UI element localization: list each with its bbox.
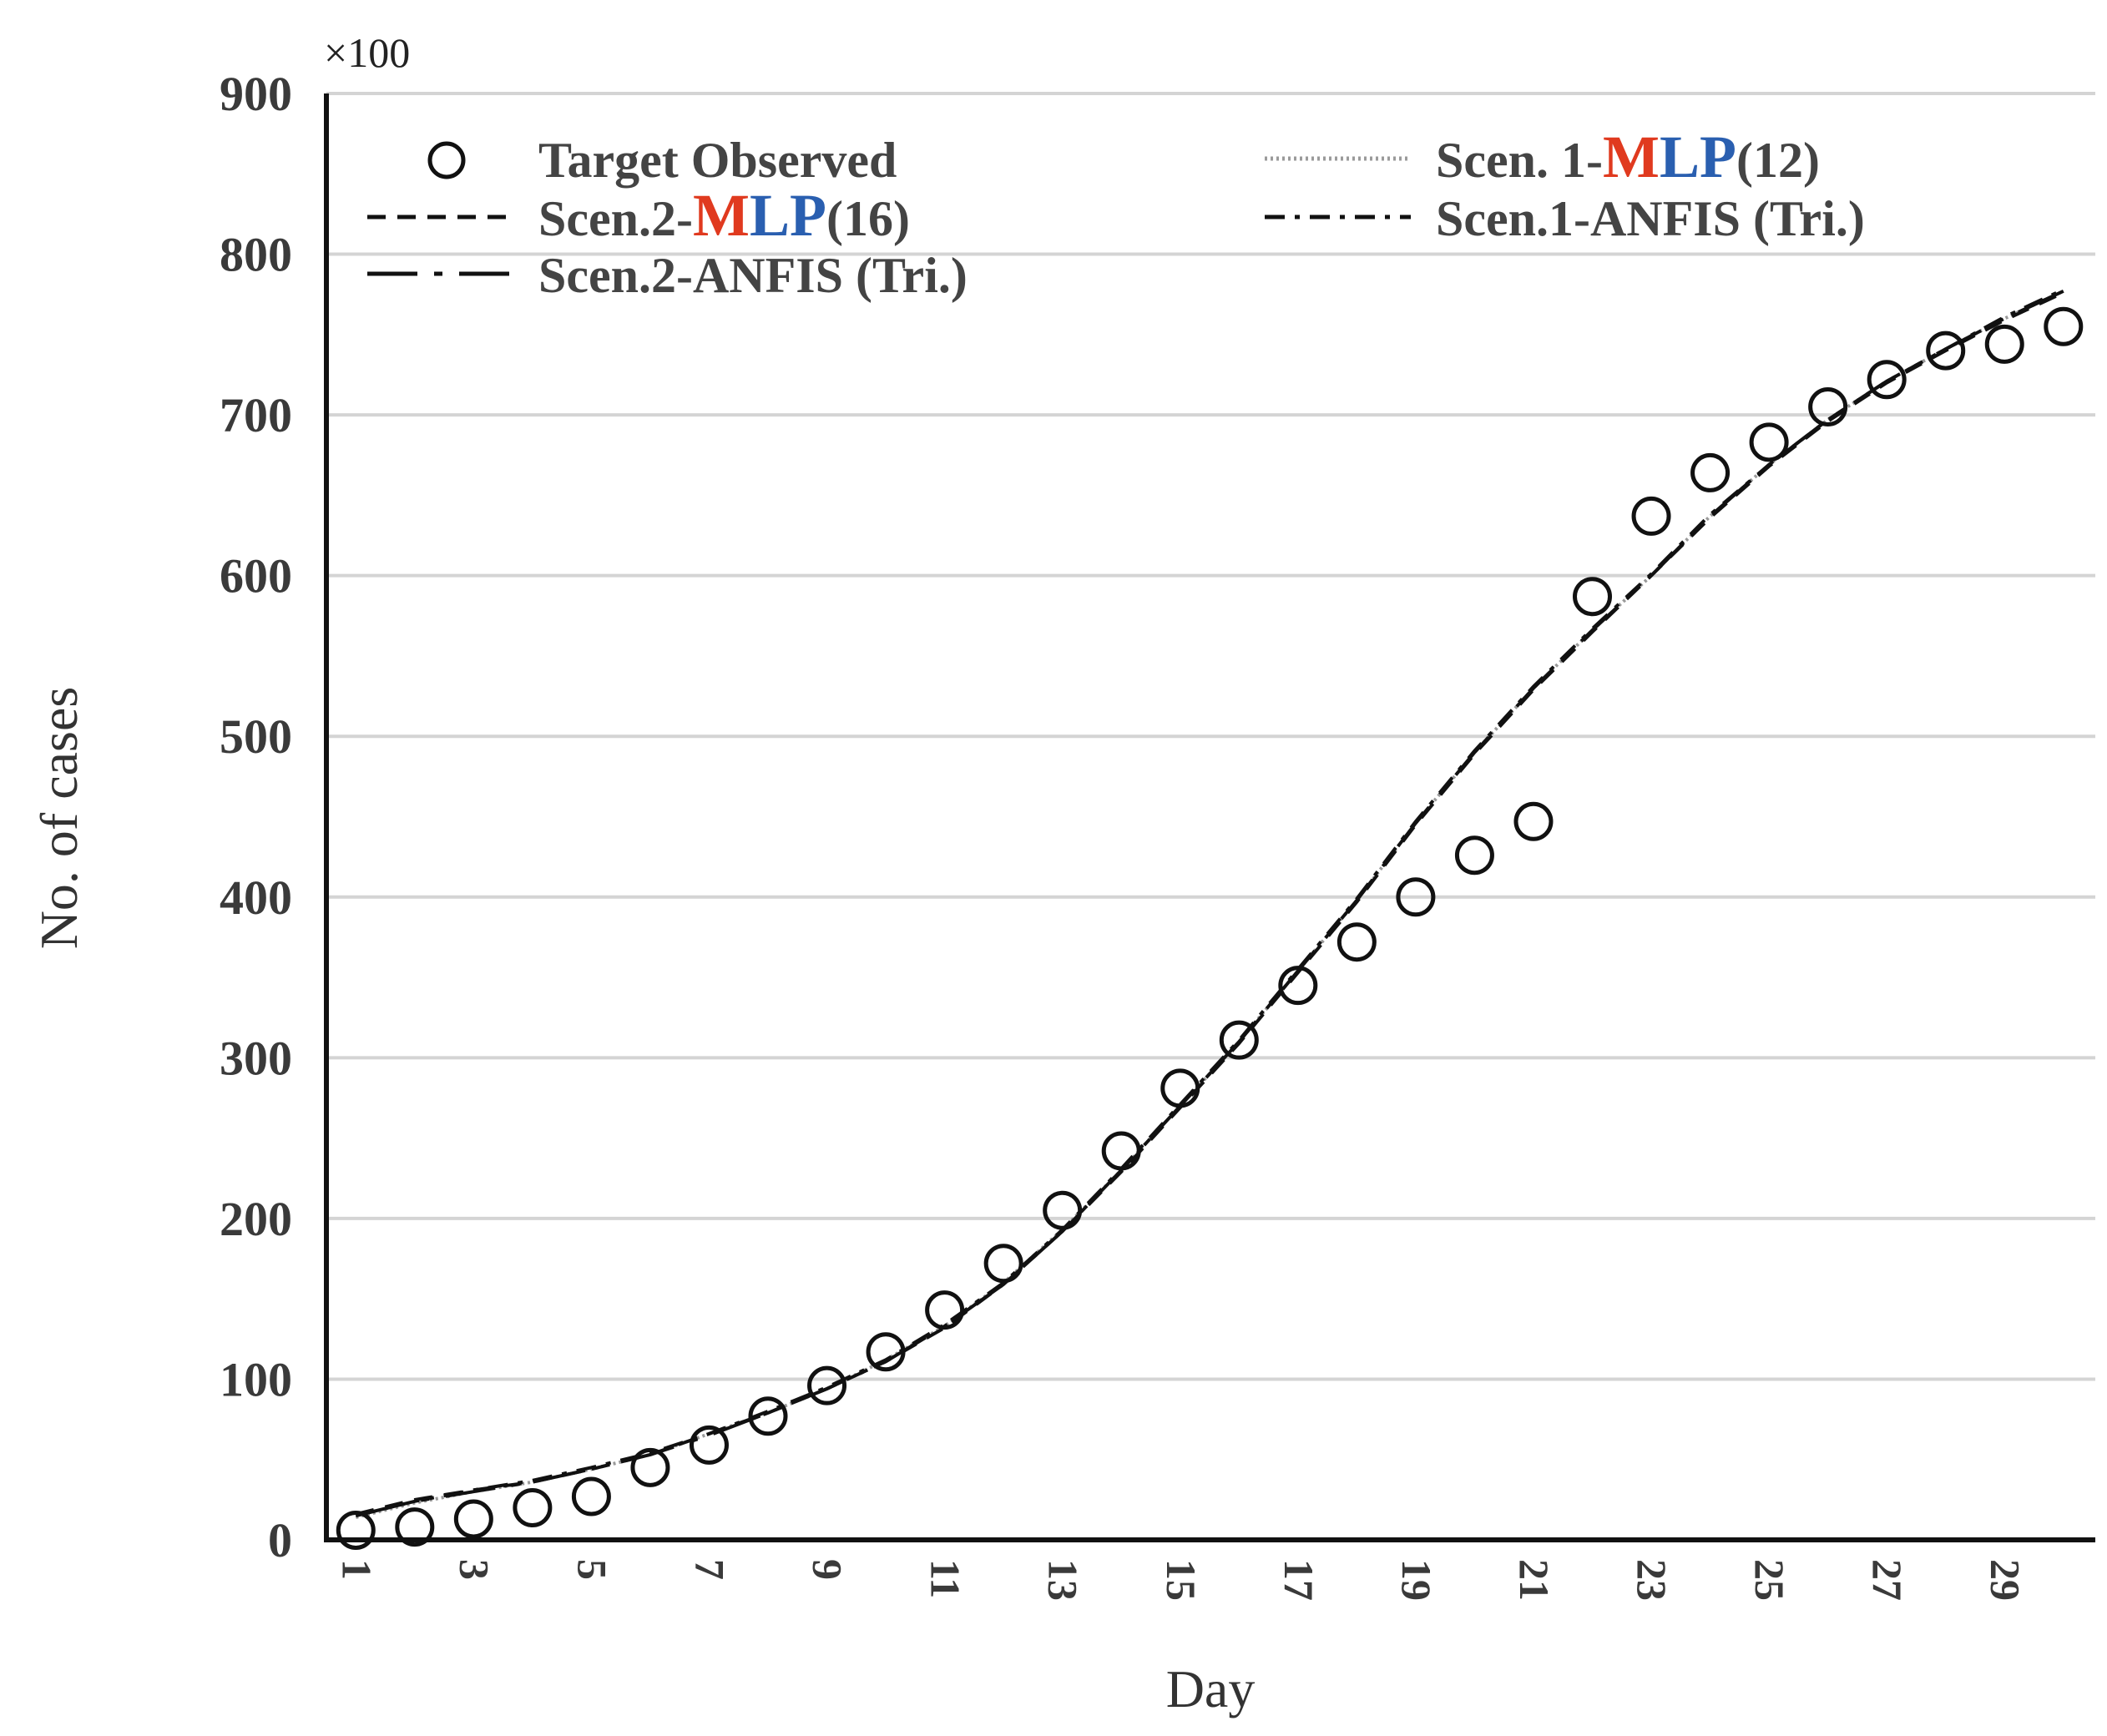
observed-point [983, 1244, 1023, 1284]
x-tick-label: 15 [1158, 1559, 1205, 1601]
observed-point [748, 1396, 788, 1436]
observed-point [1336, 922, 1377, 962]
x-tick-label: 13 [1040, 1559, 1087, 1601]
y-multiplier-label: ×100 [324, 29, 410, 76]
legend-label-scen1-mlp12: Scen. 1-MLP(12) [1436, 124, 1820, 190]
y-tick-label: 300 [220, 1031, 292, 1085]
legend: Target Observed Scen. 1-MLP(12) Scen.2-M… [367, 124, 1865, 303]
observed-point [453, 1499, 493, 1539]
observed-point [866, 1332, 906, 1372]
legend-label-scen2-anfis: Scen.2-ANFIS (Tri.) [538, 248, 968, 303]
legend-mlp-m: M [693, 182, 750, 249]
series-line-long-dash-dot [355, 289, 2064, 1518]
observed-point [2044, 306, 2084, 346]
x-tick-labels: 1 3 5 7 9 11 13 15 17 19 21 23 25 27 29 [333, 1559, 2029, 1601]
observed-point [1631, 496, 1671, 536]
y-tick-label: 900 [220, 67, 292, 121]
legend-circle-marker [427, 141, 466, 179]
legend-label-scen1-anfis: Scen.1-ANFIS (Tri.) [1436, 191, 1865, 246]
legend-item-target-observed: Target Observed [427, 133, 897, 188]
y-tick-label: 200 [220, 1192, 292, 1246]
observed-point [1043, 1190, 1083, 1230]
series-line-dash-dot [355, 288, 2064, 1518]
y-tick-labels: 0 100 200 300 400 500 600 700 800 900 [220, 67, 292, 1567]
x-axis-title: Day [1166, 1659, 1256, 1718]
legend-mlp-lp: LP [1660, 124, 1736, 190]
x-tick-label: 5 [568, 1559, 615, 1580]
legend-mlp-lp: LP [750, 182, 826, 249]
observed-point [513, 1487, 553, 1527]
observed-point [630, 1447, 670, 1487]
observed-point [1926, 331, 1966, 371]
y-tick-label: 600 [220, 549, 292, 603]
observed-markers [336, 306, 2084, 1550]
observed-point [689, 1425, 729, 1465]
legend-item-scen2-mlp16: Scen.2-MLP(16) [367, 182, 910, 249]
observed-point [1396, 877, 1436, 917]
observed-point [925, 1290, 965, 1330]
y-tick-label: 700 [220, 388, 292, 442]
observed-point [1984, 324, 2024, 364]
x-tick-label: 11 [922, 1559, 969, 1598]
legend-prefix: Scen.2- [538, 191, 693, 246]
observed-point [1513, 801, 1554, 841]
y-tick-label: 400 [220, 871, 292, 925]
y-tick-label: 100 [220, 1352, 292, 1406]
observed-point [1160, 1068, 1200, 1108]
observed-point [807, 1365, 847, 1405]
observed-point [1454, 835, 1494, 876]
legend-item-scen1-anfis: Scen.1-ANFIS (Tri.) [1265, 191, 1865, 246]
series-line-dotted [355, 289, 2064, 1519]
y-tick-label: 800 [220, 228, 292, 282]
x-tick-label: 25 [1746, 1559, 1793, 1601]
observed-point [1690, 452, 1731, 492]
series-lines [355, 288, 2064, 1519]
observed-point [336, 1510, 376, 1550]
x-tick-label: 23 [1629, 1559, 1675, 1601]
observed-point [1749, 422, 1789, 462]
observed-point [1219, 1020, 1259, 1060]
legend-label-target-observed: Target Observed [538, 133, 897, 188]
legend-label-scen2-mlp16: Scen.2-MLP(16) [538, 182, 910, 249]
x-tick-label: 19 [1393, 1559, 1440, 1601]
legend-item-scen1-mlp12: Scen. 1-MLP(12) [1265, 124, 1820, 190]
x-tick-label: 1 [333, 1559, 380, 1580]
y-tick-label: 0 [268, 1513, 292, 1567]
gridlines [326, 92, 2095, 1381]
observed-point [1808, 386, 1848, 426]
observed-point [1278, 966, 1318, 1006]
x-tick-label: 21 [1511, 1559, 1558, 1601]
observed-point [395, 1507, 435, 1547]
y-axis-title: No. of cases [29, 687, 88, 950]
legend-prefix: Scen. 1- [1436, 133, 1603, 188]
x-tick-label: 17 [1276, 1559, 1322, 1601]
legend-mlp-m: M [1603, 124, 1660, 190]
x-tick-label: 9 [805, 1559, 851, 1580]
legend-item-scen2-anfis: Scen.2-ANFIS (Tri.) [367, 248, 968, 303]
axes [324, 93, 2095, 1542]
observed-point [1101, 1131, 1141, 1171]
legend-suffix: (12) [1736, 133, 1820, 188]
observed-point [1867, 360, 1907, 400]
observed-point [571, 1476, 611, 1516]
x-tick-label: 29 [1982, 1559, 2029, 1601]
x-tick-label: 7 [686, 1559, 733, 1580]
legend-suffix: (16) [826, 191, 910, 246]
y-tick-label: 500 [220, 709, 292, 764]
observed-point [1573, 577, 1613, 617]
x-tick-label: 27 [1864, 1559, 1911, 1601]
x-tick-label: 3 [451, 1559, 498, 1580]
series-line-dashed [355, 290, 2064, 1516]
